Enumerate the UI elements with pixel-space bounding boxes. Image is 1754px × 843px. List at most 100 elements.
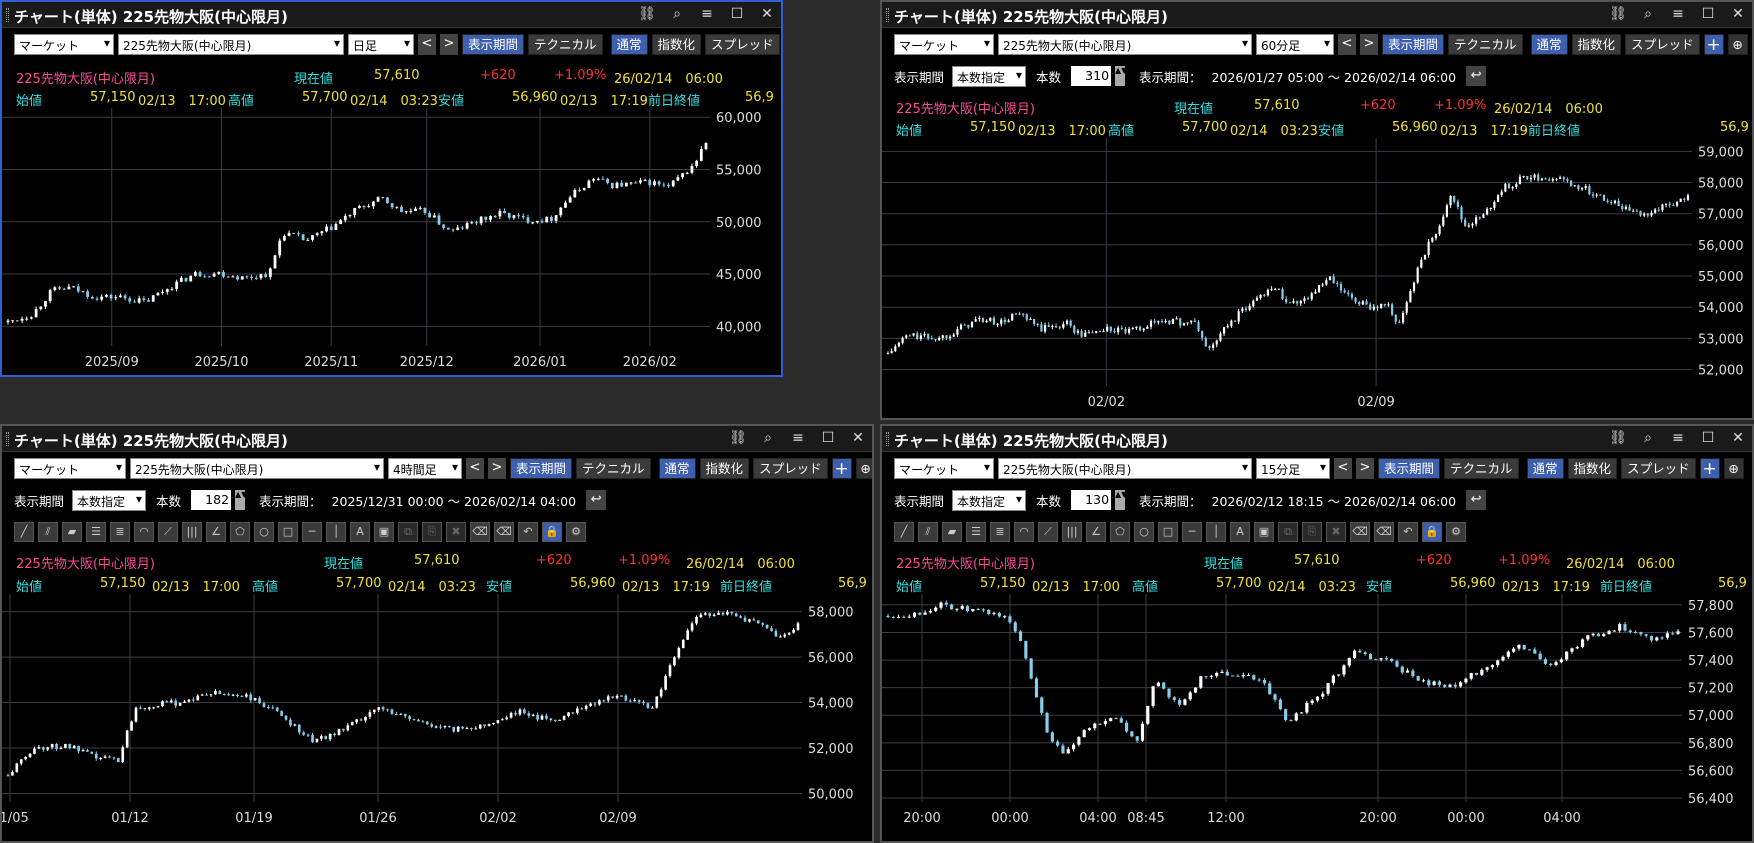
index-button[interactable]: 指数化	[1571, 33, 1622, 55]
next-button[interactable]: >	[1356, 457, 1374, 479]
menu-icon[interactable]: ≡	[1672, 6, 1684, 22]
circle-icon[interactable]: ○	[254, 522, 274, 542]
technical-button[interactable]: テクニカル	[1444, 457, 1519, 479]
count-input[interactable]: 130	[1071, 490, 1112, 510]
market-select[interactable]: マーケット	[894, 457, 994, 479]
eraser-all-icon[interactable]: ⌫	[494, 522, 514, 542]
undo-icon[interactable]: ↩	[1466, 66, 1487, 86]
technical-button[interactable]: テクニカル	[576, 457, 651, 479]
candlestick-chart[interactable]: 60,000 55,000 50,000 45,000 40,000 2025/09 202…	[2, 108, 781, 375]
add-button[interactable]: +	[831, 457, 852, 479]
candlestick-chart[interactable]: 59,000 58,000 57,000 56,000 55,000 54,000 53,0…	[882, 138, 1752, 418]
text-icon[interactable]: A	[1230, 522, 1250, 542]
normal-button[interactable]: 通常	[610, 33, 648, 55]
undo-icon[interactable]: ↶	[1398, 522, 1418, 542]
vertical-lines-icon[interactable]: |||	[182, 522, 202, 542]
spread-button[interactable]: スプレッド	[1625, 33, 1700, 55]
normal-button[interactable]: 通常	[1530, 33, 1568, 55]
trendline-icon[interactable]: ╱	[14, 522, 34, 542]
paste-icon[interactable]: ⎘	[422, 522, 442, 542]
add-button[interactable]: +	[1699, 457, 1720, 479]
prev-button[interactable]: <	[418, 33, 436, 55]
symbol-select[interactable]: 225先物大阪(中心限月)	[130, 457, 384, 479]
drag-grip-icon[interactable]	[6, 432, 9, 446]
icon-stamp-icon[interactable]: ▣	[374, 522, 394, 542]
candlestick-chart[interactable]: 57,800 57,600 57,400 57,200 57,000 56,800 56,6…	[882, 594, 1752, 841]
circle-icon[interactable]: ○	[1134, 522, 1154, 542]
fan-icon[interactable]: ⟋	[1038, 522, 1058, 542]
parallel-lines-icon[interactable]: ⫽	[38, 522, 58, 542]
chart-area[interactable]: 57,800 57,600 57,400 57,200 57,000 56,800 56,6…	[882, 594, 1752, 841]
eraser-all-icon[interactable]: ⌫	[1374, 522, 1394, 542]
count-input[interactable]: 310	[1071, 66, 1112, 86]
zoom-icon[interactable]: ⊕	[855, 457, 872, 479]
index-button[interactable]: 指数化	[699, 457, 750, 479]
period-button[interactable]: 表示期間	[1378, 457, 1441, 479]
chart-area[interactable]: 59,000 58,000 57,000 56,000 55,000 54,000 53,0…	[882, 138, 1752, 418]
titlebar[interactable]: チャート(単体) 225先物大阪(中心限月) ⛓ ⌕ ≡ ☐ ✕	[882, 426, 1752, 452]
maximize-icon[interactable]: ☐	[1701, 430, 1715, 446]
link-icon[interactable]: ⛓	[1609, 430, 1627, 446]
zoom-icon[interactable]: ⊕	[1727, 33, 1748, 55]
next-button[interactable]: >	[440, 33, 458, 55]
period-mode-select[interactable]: 本数指定	[952, 65, 1027, 87]
prev-button[interactable]: <	[1338, 33, 1356, 55]
next-button[interactable]: >	[1360, 33, 1378, 55]
undo-icon[interactable]: ↩	[586, 490, 607, 510]
menu-icon[interactable]: ≡	[792, 430, 804, 446]
prev-button[interactable]: <	[466, 457, 484, 479]
symbol-select[interactable]: 225先物大阪(中心限月)	[998, 457, 1252, 479]
undo-icon[interactable]: ↶	[518, 522, 538, 542]
menu-icon[interactable]: ≡	[701, 6, 713, 22]
interval-select[interactable]: 15分足	[1256, 457, 1330, 479]
interval-select[interactable]: 60分足	[1256, 33, 1334, 55]
period-button[interactable]: 表示期間	[510, 457, 573, 479]
market-select[interactable]: マーケット	[894, 33, 994, 55]
count-stepper[interactable]: ▲▼	[235, 490, 247, 510]
period-mode-select[interactable]: 本数指定	[72, 489, 147, 511]
parallel-lines-icon[interactable]: ⫽	[918, 522, 938, 542]
period-button[interactable]: 表示期間	[462, 33, 525, 55]
fibonacci-icon[interactable]: ≣	[110, 522, 130, 542]
spread-button[interactable]: スプレッド	[753, 457, 828, 479]
delete-icon[interactable]: ✖	[446, 522, 466, 542]
drag-grip-icon[interactable]	[6, 8, 9, 22]
chart-panel-daily[interactable]: チャート(単体) 225先物大阪(中心限月) ⛓ ⌕ ≡ ☐ ✕ マーケット 2…	[0, 0, 783, 377]
search-icon[interactable]: ⌕	[1644, 430, 1652, 446]
index-button[interactable]: 指数化	[1567, 457, 1618, 479]
delete-icon[interactable]: ✖	[1326, 522, 1346, 542]
horizontal-lines-icon[interactable]: ☰	[86, 522, 106, 542]
channel-icon[interactable]: ▰	[942, 522, 962, 542]
drag-grip-icon[interactable]	[886, 8, 889, 22]
icon-stamp-icon[interactable]: ▣	[1254, 522, 1274, 542]
titlebar[interactable]: チャート(単体) 225先物大阪(中心限月) ⛓ ⌕ ≡ ☐ ✕	[882, 2, 1752, 28]
technical-button[interactable]: テクニカル	[1448, 33, 1523, 55]
candlestick-chart[interactable]: 58,000 56,000 54,000 52,000 50,000 01/05 01/12…	[2, 594, 872, 841]
horizontal-lines-icon[interactable]: ☰	[966, 522, 986, 542]
count-stepper[interactable]: ▲▼	[1115, 490, 1127, 510]
chart-panel-4h[interactable]: チャート(単体) 225先物大阪(中心限月) ⛓ ⌕ ≡ ☐ ✕ マーケット 2…	[0, 424, 874, 843]
close-icon[interactable]: ✕	[852, 430, 864, 446]
interval-select[interactable]: 日足	[348, 33, 414, 55]
pentagon-icon[interactable]: ⬠	[1110, 522, 1130, 542]
angle-icon[interactable]: ∠	[206, 522, 226, 542]
channel-icon[interactable]: ▰	[62, 522, 82, 542]
link-icon[interactable]: ⛓	[729, 430, 747, 446]
prev-button[interactable]: <	[1334, 457, 1352, 479]
menu-icon[interactable]: ≡	[1672, 430, 1684, 446]
spread-button[interactable]: スプレッド	[705, 33, 780, 55]
lock-icon[interactable]: 🔒	[1422, 522, 1442, 542]
close-icon[interactable]: ✕	[1732, 6, 1744, 22]
titlebar[interactable]: チャート(単体) 225先物大阪(中心限月) ⛓ ⌕ ≡ ☐ ✕	[2, 2, 781, 28]
chart-panel-15min[interactable]: チャート(単体) 225先物大阪(中心限月) ⛓ ⌕ ≡ ☐ ✕ マーケット 2…	[880, 424, 1754, 843]
vline-icon[interactable]: │	[1206, 522, 1226, 542]
fan-icon[interactable]: ⟋	[158, 522, 178, 542]
technical-button[interactable]: テクニカル	[528, 33, 603, 55]
zoom-icon[interactable]: ⊕	[1723, 457, 1744, 479]
settings-icon[interactable]: ⚙	[566, 522, 586, 542]
maximize-icon[interactable]: ☐	[821, 430, 835, 446]
spread-button[interactable]: スプレッド	[1621, 457, 1696, 479]
text-icon[interactable]: A	[350, 522, 370, 542]
index-button[interactable]: 指数化	[651, 33, 702, 55]
market-select[interactable]: マーケット	[14, 33, 114, 55]
